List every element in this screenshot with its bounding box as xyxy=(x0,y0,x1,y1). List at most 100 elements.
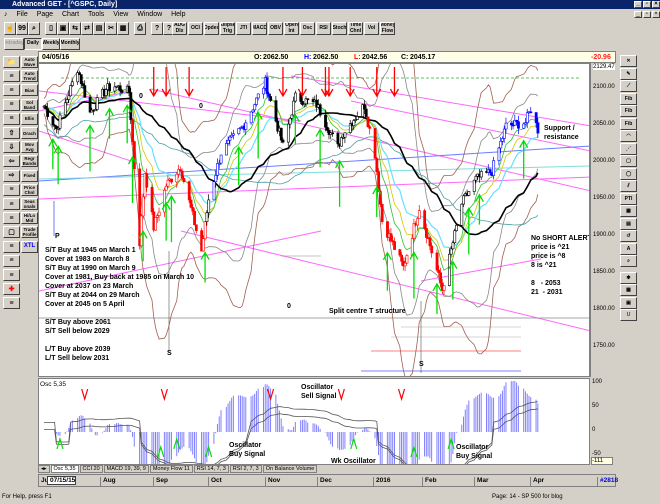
tab-cci[interactable]: CCI 20 xyxy=(79,465,103,473)
trendline[interactable] xyxy=(290,75,590,127)
buy-signal-arrow[interactable] xyxy=(519,139,529,179)
text-icon[interactable]: A xyxy=(620,242,637,255)
app-menu-icon[interactable]: ♪ xyxy=(4,11,8,18)
buy-signal-arrow[interactable] xyxy=(464,207,474,255)
buy-signal-arrow[interactable] xyxy=(290,113,300,145)
date-bar[interactable]: Ju 07/15/15 Aug Sep Oct Nov Dec 2016 Feb… xyxy=(38,474,618,487)
fib-time-icon[interactable]: Fib xyxy=(620,117,637,130)
osc-sell-arrow[interactable] xyxy=(160,388,168,402)
buy-signal-arrow[interactable] xyxy=(138,229,148,262)
trendline[interactable] xyxy=(39,230,322,292)
arrow-up-icon[interactable]: ⇧ xyxy=(3,127,20,139)
osc-buy-arrow[interactable] xyxy=(173,436,181,450)
study-button-stoch[interactable]: Stoch xyxy=(332,22,347,35)
buy-signal-arrow[interactable] xyxy=(335,159,345,207)
study-button-osc[interactable]: Osc xyxy=(300,22,315,35)
buy-signal-arrow[interactable] xyxy=(200,251,210,283)
price-chart[interactable]: S/T Buy at 1945 on March 1 Cover at 1983 … xyxy=(38,63,590,377)
lines-icon[interactable]: ≡ xyxy=(3,240,20,253)
cut-icon[interactable]: ✂ xyxy=(105,22,117,35)
buy-signal-arrow[interactable] xyxy=(474,193,484,225)
buy-signal-arrow[interactable] xyxy=(48,138,58,170)
study-tool-mov-avg[interactable]: Mov Avg xyxy=(21,141,38,154)
buy-signal-arrow[interactable] xyxy=(104,107,115,139)
study-button-macd[interactable]: MACD xyxy=(252,22,267,35)
osc-sell-arrow[interactable] xyxy=(337,388,345,402)
close-icon[interactable]: ✕ xyxy=(620,55,637,67)
tab-osc[interactable]: Osc 5,35 xyxy=(50,465,79,473)
study-tool-auto-trend[interactable]: Auto Trend xyxy=(21,70,38,83)
tab-rsi-14[interactable]: RSI 14, 7, 3 xyxy=(193,465,229,473)
open-icon[interactable]: ⇆ xyxy=(69,22,81,35)
tab-macd[interactable]: MACD 19, 39, 9 xyxy=(103,465,149,473)
osc-sell-arrow[interactable] xyxy=(397,388,406,402)
osc-buy-arrow[interactable] xyxy=(447,436,455,450)
study-tool-fixed[interactable]: Fixed xyxy=(21,169,38,182)
sell-signal-arrow[interactable] xyxy=(149,67,159,98)
menu-view[interactable]: View xyxy=(113,11,129,18)
study-button-jti[interactable]: JTI xyxy=(236,22,251,35)
cursor-date[interactable]: 07/15/15 xyxy=(47,476,77,485)
oscillator-panel[interactable]: Osc 5,35 Oscillator Sell Signal Oscillat… xyxy=(38,378,590,465)
buy-signal-arrow[interactable] xyxy=(253,111,263,159)
minimize-button[interactable]: _ xyxy=(634,1,642,8)
study-button-oci[interactable]: OCI xyxy=(188,22,203,35)
menu-page[interactable]: Page xyxy=(36,11,54,18)
intraday-button[interactable]: Intraday xyxy=(4,38,24,50)
tab-rsi-2[interactable]: RSI 2, 7, 3 xyxy=(229,465,262,473)
sell-signal-arrow[interactable] xyxy=(324,67,334,98)
study-tool-ellis[interactable]: Ellis xyxy=(21,112,38,125)
study-button-adg-dlx[interactable]: ADG Dlx xyxy=(172,22,187,35)
trendline[interactable] xyxy=(180,230,590,332)
cycle-icon[interactable]: ↺ xyxy=(620,230,637,242)
buy-signal-arrow[interactable] xyxy=(315,128,325,168)
study-button-obv[interactable]: OBV xyxy=(268,22,283,35)
fib-extension-icon[interactable]: Fib xyxy=(620,105,637,117)
osc-buy-arrow[interactable] xyxy=(350,436,358,450)
study-tool-xtl[interactable]: XTL xyxy=(21,240,38,253)
trendline[interactable] xyxy=(350,100,590,152)
fib-retracement-icon[interactable]: Fib xyxy=(620,92,637,105)
study-tool-sol-band[interactable]: Sol Band xyxy=(21,98,38,111)
pencil-icon[interactable]: ✎ xyxy=(620,67,637,80)
menu-tools[interactable]: Tools xyxy=(87,11,105,18)
dock-icon[interactable]: ≡ xyxy=(3,84,20,97)
study-tool-auto-wave[interactable]: Auto Wave xyxy=(21,56,38,68)
sell-signal-arrow[interactable] xyxy=(278,67,288,98)
save-icon[interactable]: ▣ xyxy=(57,22,69,35)
monthly-button[interactable]: Monthly xyxy=(60,38,80,50)
template-icon[interactable]: ≡ xyxy=(3,70,20,83)
trendline[interactable] xyxy=(39,165,590,180)
buy-signal-arrow[interactable] xyxy=(409,251,419,299)
maximize-button[interactable]: ▫ xyxy=(643,1,651,8)
spacing-icon[interactable]: ≡ xyxy=(3,212,20,225)
sell-signal-arrow[interactable] xyxy=(297,67,307,98)
sell-signal-arrow[interactable] xyxy=(161,67,171,98)
sell-signal-arrow[interactable] xyxy=(320,67,330,98)
copy-icon[interactable]: ▣ xyxy=(620,296,637,309)
arc-icon[interactable]: ◠ xyxy=(620,130,637,142)
folder-icon[interactable]: 📁 xyxy=(3,56,20,68)
study-button-vol[interactable]: Vol xyxy=(364,22,379,35)
arrow-right-icon[interactable]: ⇨ xyxy=(3,169,20,182)
sell-signal-arrow[interactable] xyxy=(184,67,194,98)
child-close-button[interactable]: × xyxy=(652,11,660,18)
compress-icon[interactable]: ≡ xyxy=(3,198,20,210)
menu-chart[interactable]: Chart xyxy=(62,11,80,18)
pgs-icon[interactable]: ▤ xyxy=(620,217,637,230)
study-tool-seas-onals[interactable]: Seas onals xyxy=(21,198,38,210)
zoom-icon[interactable]: ⌕ xyxy=(28,22,40,35)
magnet-icon[interactable]: U xyxy=(620,309,637,321)
expand-icon[interactable]: ≡ xyxy=(3,183,20,196)
grid-icon[interactable]: ▦ xyxy=(117,22,129,35)
window-icon[interactable]: ≡ xyxy=(3,297,20,310)
buy-signal-arrow[interactable] xyxy=(127,155,138,204)
study-button-open-int[interactable]: Open Int xyxy=(284,22,299,35)
child-minimize-button[interactable]: _ xyxy=(634,11,642,18)
buy-signal-arrow[interactable] xyxy=(382,251,392,291)
arrow-down-icon[interactable]: ⇩ xyxy=(3,141,20,154)
menu-file[interactable]: File xyxy=(16,11,28,18)
channel-icon[interactable]: ⫽ xyxy=(620,180,637,192)
buy-signal-arrow[interactable] xyxy=(85,124,95,172)
indicator-icon[interactable]: ≡ xyxy=(3,112,20,125)
